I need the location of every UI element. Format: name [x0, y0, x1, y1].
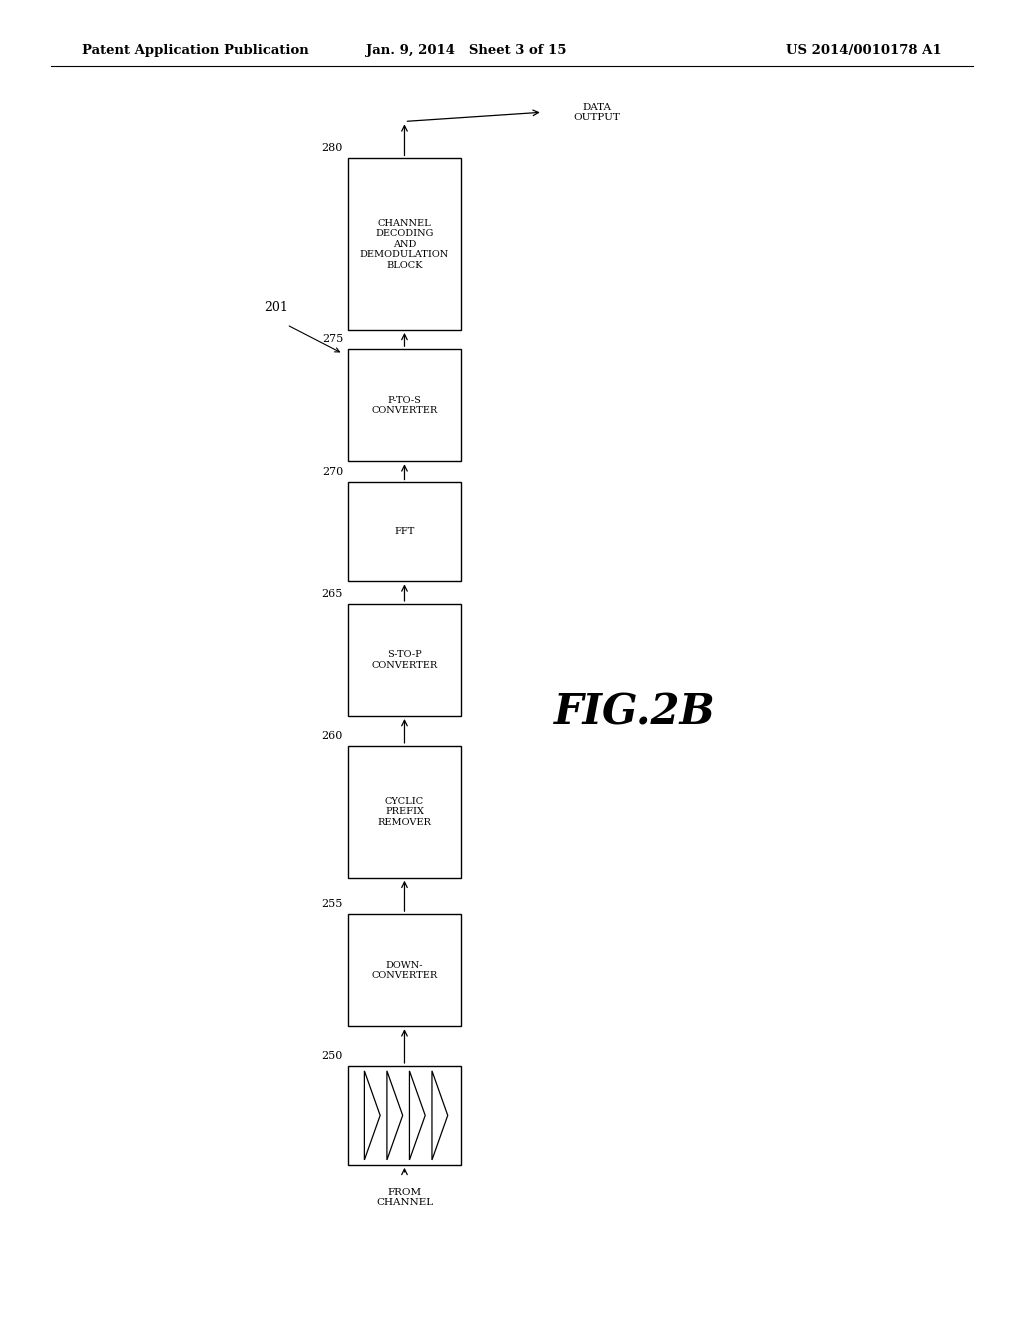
- Text: P-TO-S
CONVERTER: P-TO-S CONVERTER: [372, 396, 437, 414]
- Bar: [348, 350, 461, 462]
- Bar: [348, 1067, 461, 1166]
- Text: FIG.2B: FIG.2B: [554, 692, 716, 734]
- Text: 260: 260: [322, 730, 343, 741]
- Bar: [348, 158, 461, 330]
- Text: CYCLIC
PREFIX
REMOVER: CYCLIC PREFIX REMOVER: [378, 797, 431, 826]
- Text: 280: 280: [322, 143, 343, 153]
- Text: DATA
OUTPUT: DATA OUTPUT: [573, 103, 621, 121]
- Polygon shape: [387, 1071, 402, 1160]
- Text: Jan. 9, 2014   Sheet 3 of 15: Jan. 9, 2014 Sheet 3 of 15: [366, 44, 566, 57]
- Bar: [348, 913, 461, 1027]
- Text: CHANNEL
DECODING
AND
DEMODULATION
BLOCK: CHANNEL DECODING AND DEMODULATION BLOCK: [359, 219, 450, 269]
- Text: S-TO-P
CONVERTER: S-TO-P CONVERTER: [372, 651, 437, 669]
- Text: Patent Application Publication: Patent Application Publication: [82, 44, 308, 57]
- Bar: [348, 483, 461, 581]
- Polygon shape: [432, 1071, 447, 1160]
- Text: DOWN-
CONVERTER: DOWN- CONVERTER: [372, 961, 437, 979]
- Bar: [348, 605, 461, 715]
- Text: 250: 250: [322, 1051, 343, 1061]
- Text: US 2014/0010178 A1: US 2014/0010178 A1: [786, 44, 942, 57]
- Text: 255: 255: [322, 899, 343, 908]
- Bar: [348, 746, 461, 878]
- Text: FROM
CHANNEL: FROM CHANNEL: [376, 1188, 433, 1208]
- Text: 270: 270: [322, 467, 343, 478]
- Text: 275: 275: [322, 334, 343, 345]
- Text: 201: 201: [264, 301, 289, 314]
- Text: 265: 265: [322, 589, 343, 599]
- Polygon shape: [410, 1071, 425, 1160]
- Text: FFT: FFT: [394, 528, 415, 536]
- Polygon shape: [365, 1071, 380, 1160]
